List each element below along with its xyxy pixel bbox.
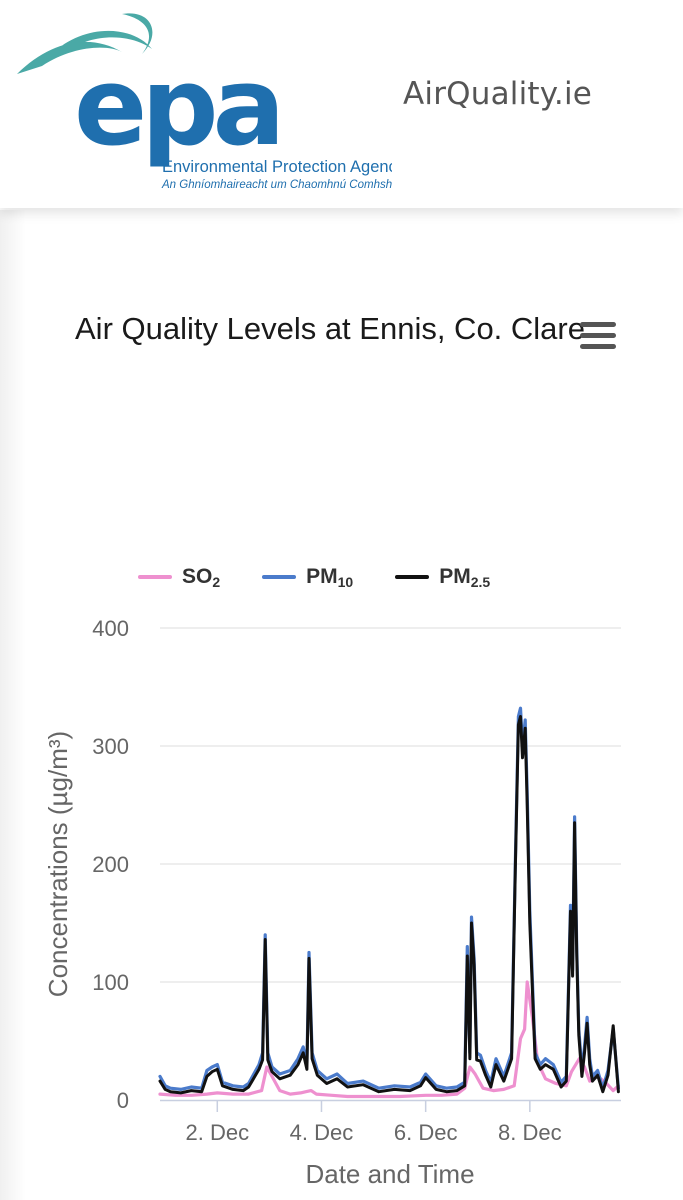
legend-swatch-so2 [138, 575, 172, 579]
hamburger-menu-icon[interactable] [580, 322, 616, 352]
legend-swatch-pm25 [395, 575, 430, 579]
legend-item-pm10[interactable]: PM10 [262, 565, 353, 590]
legend-label-pm10: PM10 [306, 564, 354, 590]
logo-wave-icon [17, 13, 153, 74]
site-name[interactable]: AirQuality.ie [403, 76, 593, 112]
legend-label-pm25: PM2.5 [439, 564, 491, 590]
x-tick-label-6: 6. Dec [394, 1120, 458, 1145]
logo-wordmark: epa [74, 45, 279, 170]
epa-logo[interactable]: epa Environmental Protection Agency An G… [12, 4, 392, 200]
legend-label-so2: SO2 [182, 564, 221, 590]
site-header: epa Environmental Protection Agency An G… [0, 0, 683, 208]
series-line-pm10 [158, 706, 621, 1091]
y-axis-title: Concentrations (µg/m³) [43, 731, 73, 997]
y-tick-label-300: 300 [92, 734, 129, 759]
y-tick-label-0: 0 [117, 1088, 129, 1113]
chart-title: Air Quality Levels at Ennis, Co. Clare [75, 311, 585, 346]
x-tick-label-2: 2. Dec [186, 1120, 250, 1145]
y-tick-label-100: 100 [92, 970, 129, 995]
legend-item-pm25[interactable]: PM2.5 [395, 565, 490, 590]
legend-swatch-pm10 [262, 575, 297, 579]
y-tick-label-200: 200 [92, 852, 129, 877]
y-tick-label-400: 400 [92, 616, 129, 641]
series-line-pm25 [158, 715, 620, 1095]
agency-name-irish: An Ghníomhaireacht um Chaomhnú Comhshaoi… [161, 179, 392, 191]
x-axis-title: Date and Time [305, 1159, 474, 1189]
chart-legend: SO2 PM10 PM2.5 [138, 562, 532, 592]
x-tick-label-8: 8. Dec [498, 1120, 562, 1145]
legend-item-so2[interactable]: SO2 [138, 565, 220, 590]
agency-name: Environmental Protection Agency [162, 158, 392, 176]
series-line-so2 [158, 980, 621, 1099]
left-edge-shadow [0, 210, 26, 1200]
chart-plot: 0 100 200 300 400 2. Dec 4. Dec 6. Dec 8. Dec Dat… [43, 616, 621, 1189]
x-tick-label-4: 4. Dec [290, 1120, 354, 1145]
